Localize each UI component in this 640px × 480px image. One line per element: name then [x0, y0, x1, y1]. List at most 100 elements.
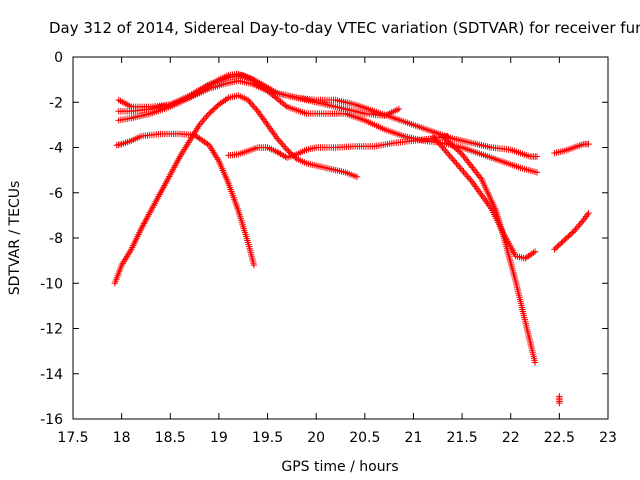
data-point	[251, 104, 259, 112]
data-point	[270, 93, 278, 100]
data-point	[449, 142, 457, 150]
series-track-11	[556, 393, 563, 407]
data-point	[278, 151, 286, 159]
data-point	[197, 136, 205, 143]
data-point	[254, 80, 262, 87]
data-point	[446, 152, 453, 159]
data-point	[282, 102, 289, 109]
data-point	[442, 147, 449, 154]
data-point	[449, 155, 456, 163]
data-point	[249, 76, 257, 83]
data-point	[197, 120, 205, 127]
y-tick-label: 0	[54, 50, 63, 66]
x-tick-label: 20.5	[349, 430, 380, 446]
data-point	[280, 152, 287, 159]
data-point	[202, 139, 210, 147]
data-point	[276, 138, 284, 145]
x-tick-label: 19.5	[252, 430, 283, 446]
data-point	[199, 137, 206, 144]
data-point	[267, 90, 274, 97]
series-track-6	[225, 132, 451, 161]
data-point	[246, 98, 253, 105]
data-point	[435, 139, 442, 146]
data-point	[203, 113, 210, 120]
data-point	[453, 160, 460, 167]
data-point	[204, 140, 211, 148]
data-point	[250, 261, 258, 269]
chart-title: Day 312 of 2014, Sidereal Day-to-day VTE…	[49, 19, 640, 37]
data-point	[261, 85, 268, 92]
data-point	[265, 89, 273, 96]
data-point	[194, 134, 202, 141]
data-point	[528, 250, 536, 258]
data-point	[431, 134, 438, 142]
data-point	[275, 149, 283, 157]
data-point	[533, 169, 541, 176]
plot-frame	[72, 56, 609, 420]
data-point	[280, 100, 287, 108]
x-tick-label: 20	[307, 430, 325, 446]
data-point	[395, 105, 403, 113]
y-tick-label: -6	[49, 186, 63, 202]
data-point	[439, 144, 446, 151]
data-point	[252, 78, 260, 86]
x-tick-label: 23	[599, 430, 617, 446]
data-point	[526, 251, 534, 259]
data-point	[274, 95, 281, 103]
data-point	[220, 97, 227, 105]
data-point	[443, 137, 451, 144]
x-tick-label: 19	[210, 430, 228, 446]
data-point	[222, 96, 229, 104]
data-point	[523, 254, 531, 261]
x-tick-label: 21.5	[447, 430, 478, 446]
x-tick-label: 22	[502, 430, 520, 446]
series-track-9	[551, 140, 592, 157]
data-point	[465, 175, 473, 182]
data-point	[573, 224, 580, 232]
data-point	[467, 176, 474, 184]
data-point	[450, 157, 457, 164]
data-point	[429, 132, 437, 140]
data-point	[452, 145, 460, 152]
data-point	[442, 135, 449, 143]
data-point	[199, 118, 206, 125]
data-point	[278, 99, 286, 107]
data-point	[433, 137, 441, 145]
data-point	[274, 148, 281, 156]
data-points	[111, 70, 592, 407]
data-point	[274, 135, 281, 142]
data-point	[572, 226, 579, 233]
data-point	[201, 115, 209, 122]
data-point	[201, 138, 208, 146]
y-axis-label: SDTVAR / TECUs	[7, 181, 23, 296]
data-point	[275, 136, 282, 144]
data-point	[259, 83, 266, 91]
x-tick-label: 21	[405, 430, 423, 446]
data-point	[440, 134, 448, 141]
data-point	[579, 218, 586, 225]
data-point	[196, 121, 203, 129]
y-tick-label: -12	[40, 322, 63, 338]
data-point	[218, 99, 226, 106]
data-point	[456, 163, 463, 171]
data-point	[577, 219, 585, 227]
y-tick-label: -16	[40, 412, 63, 428]
data-point	[444, 150, 452, 158]
data-point	[279, 141, 287, 149]
x-tick-label: 18	[113, 430, 131, 446]
data-point	[257, 82, 265, 90]
data-point	[454, 146, 461, 154]
series-track-5	[111, 92, 361, 287]
axis-ticks: 17.5 18 18.5 19 19.5 20 20.5 21 21.5 22 22.5 23 0 -2 -…	[40, 50, 617, 446]
data-point	[269, 91, 276, 99]
data-point	[278, 140, 285, 147]
data-point	[256, 81, 263, 88]
data-point	[522, 255, 529, 262]
data-point	[249, 101, 256, 109]
data-point	[204, 111, 211, 119]
data-point	[275, 96, 283, 104]
data-point	[250, 103, 257, 110]
data-point	[264, 87, 271, 95]
data-point	[448, 141, 455, 148]
